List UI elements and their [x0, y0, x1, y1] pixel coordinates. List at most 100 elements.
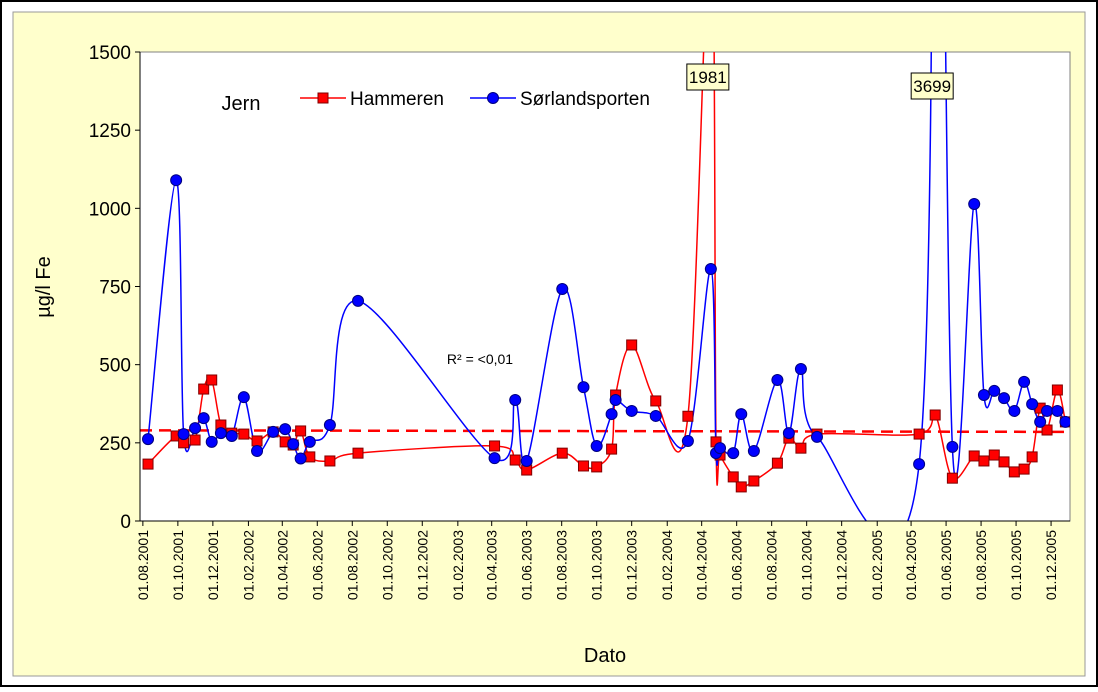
x-tick-label: 01.04.2004	[694, 530, 710, 600]
callout-box	[686, 63, 730, 91]
marker	[591, 461, 603, 473]
y-tick-label: 250	[99, 434, 131, 455]
marker	[968, 197, 981, 210]
x-tick-label: 01.06.2002	[309, 530, 325, 600]
marker	[189, 434, 201, 446]
marker	[556, 447, 568, 459]
marker	[771, 457, 783, 469]
marker	[142, 458, 154, 470]
marker	[609, 393, 622, 406]
marker	[225, 429, 238, 442]
marker	[1041, 404, 1054, 417]
marker	[509, 454, 521, 466]
marker	[748, 475, 760, 487]
marker	[682, 410, 694, 422]
marker	[509, 393, 522, 406]
marker	[714, 442, 727, 455]
x-tick-label: 01.12.2002	[414, 530, 430, 600]
marker	[352, 294, 365, 307]
marker	[251, 435, 263, 447]
marker	[946, 472, 958, 484]
marker	[782, 427, 795, 440]
marker	[489, 440, 501, 452]
marker	[214, 427, 227, 440]
marker	[238, 428, 250, 440]
marker	[1008, 466, 1020, 478]
marker	[197, 412, 210, 425]
marker	[177, 428, 190, 441]
marker	[978, 455, 990, 467]
x-tick-label: 01.10.2002	[379, 530, 395, 600]
marker	[352, 447, 364, 459]
legend-label: Sørlandsporten	[520, 89, 650, 110]
marker	[287, 438, 300, 451]
x-tick-label: 01.08.2002	[344, 530, 360, 600]
marker	[303, 435, 316, 448]
x-tick-label: 01.10.2005	[1008, 530, 1024, 600]
marker	[488, 452, 501, 465]
marker	[998, 392, 1011, 405]
marker	[590, 439, 603, 452]
x-tick-label: 01.02.2005	[869, 530, 885, 600]
y-tick-label: 0	[120, 512, 131, 533]
marker	[625, 404, 638, 417]
x-tick-label: 01.10.2001	[170, 530, 186, 600]
x-tick-label: 01.02.2002	[240, 530, 256, 600]
marker	[998, 456, 1010, 468]
x-tick-label: 01.02.2004	[659, 530, 675, 600]
marker	[727, 471, 739, 483]
callout-box	[910, 72, 954, 100]
marker	[968, 450, 980, 462]
marker	[913, 458, 926, 471]
marker	[704, 262, 717, 275]
marker	[520, 454, 533, 467]
x-tick-label: 01.08.2005	[973, 530, 989, 600]
marker	[198, 383, 210, 395]
marker	[323, 419, 336, 432]
marker	[771, 373, 784, 386]
marker	[251, 444, 264, 457]
marker	[237, 391, 250, 404]
marker	[649, 409, 662, 422]
value-label: 1981	[689, 68, 727, 87]
value-label: 3699	[913, 77, 951, 96]
marker	[1059, 415, 1070, 428]
marker	[810, 430, 823, 443]
marker	[1026, 398, 1039, 411]
y-tick-label: 750	[99, 278, 131, 299]
x-tick-label: 01.12.2004	[834, 530, 850, 600]
marker	[977, 388, 990, 401]
marker	[1034, 415, 1047, 428]
marker	[142, 433, 155, 446]
marker	[189, 422, 202, 435]
marker	[946, 440, 959, 453]
marker	[650, 395, 662, 407]
y-tick-label: 500	[99, 356, 131, 377]
marker	[1008, 404, 1021, 417]
x-tick-label: 01.12.2005	[1043, 530, 1059, 600]
legend-marker	[317, 92, 329, 104]
marker	[324, 455, 336, 467]
x-tick-label: 01.12.2001	[205, 530, 221, 600]
marker	[295, 425, 307, 437]
x-tick-label: 01.04.2005	[903, 530, 919, 600]
x-tick-label: 01.06.2005	[938, 530, 954, 600]
x-tick-label: 01.02.2003	[450, 530, 466, 600]
x-tick-label: 01.06.2004	[729, 530, 745, 600]
marker	[279, 423, 292, 436]
marker	[626, 339, 638, 351]
x-tick-label: 01.06.2003	[519, 530, 535, 600]
marker	[294, 452, 307, 465]
marker	[988, 449, 1000, 461]
marker	[681, 434, 694, 447]
marker	[794, 363, 807, 376]
x-tick-label: 01.08.2004	[764, 530, 780, 600]
marker	[1018, 375, 1031, 388]
marker	[1026, 451, 1038, 463]
marker	[556, 283, 569, 296]
marker	[267, 425, 280, 438]
marker	[170, 174, 183, 187]
x-tick-label: 01.08.2003	[554, 530, 570, 600]
x-tick-label: 01.04.2003	[484, 530, 500, 600]
